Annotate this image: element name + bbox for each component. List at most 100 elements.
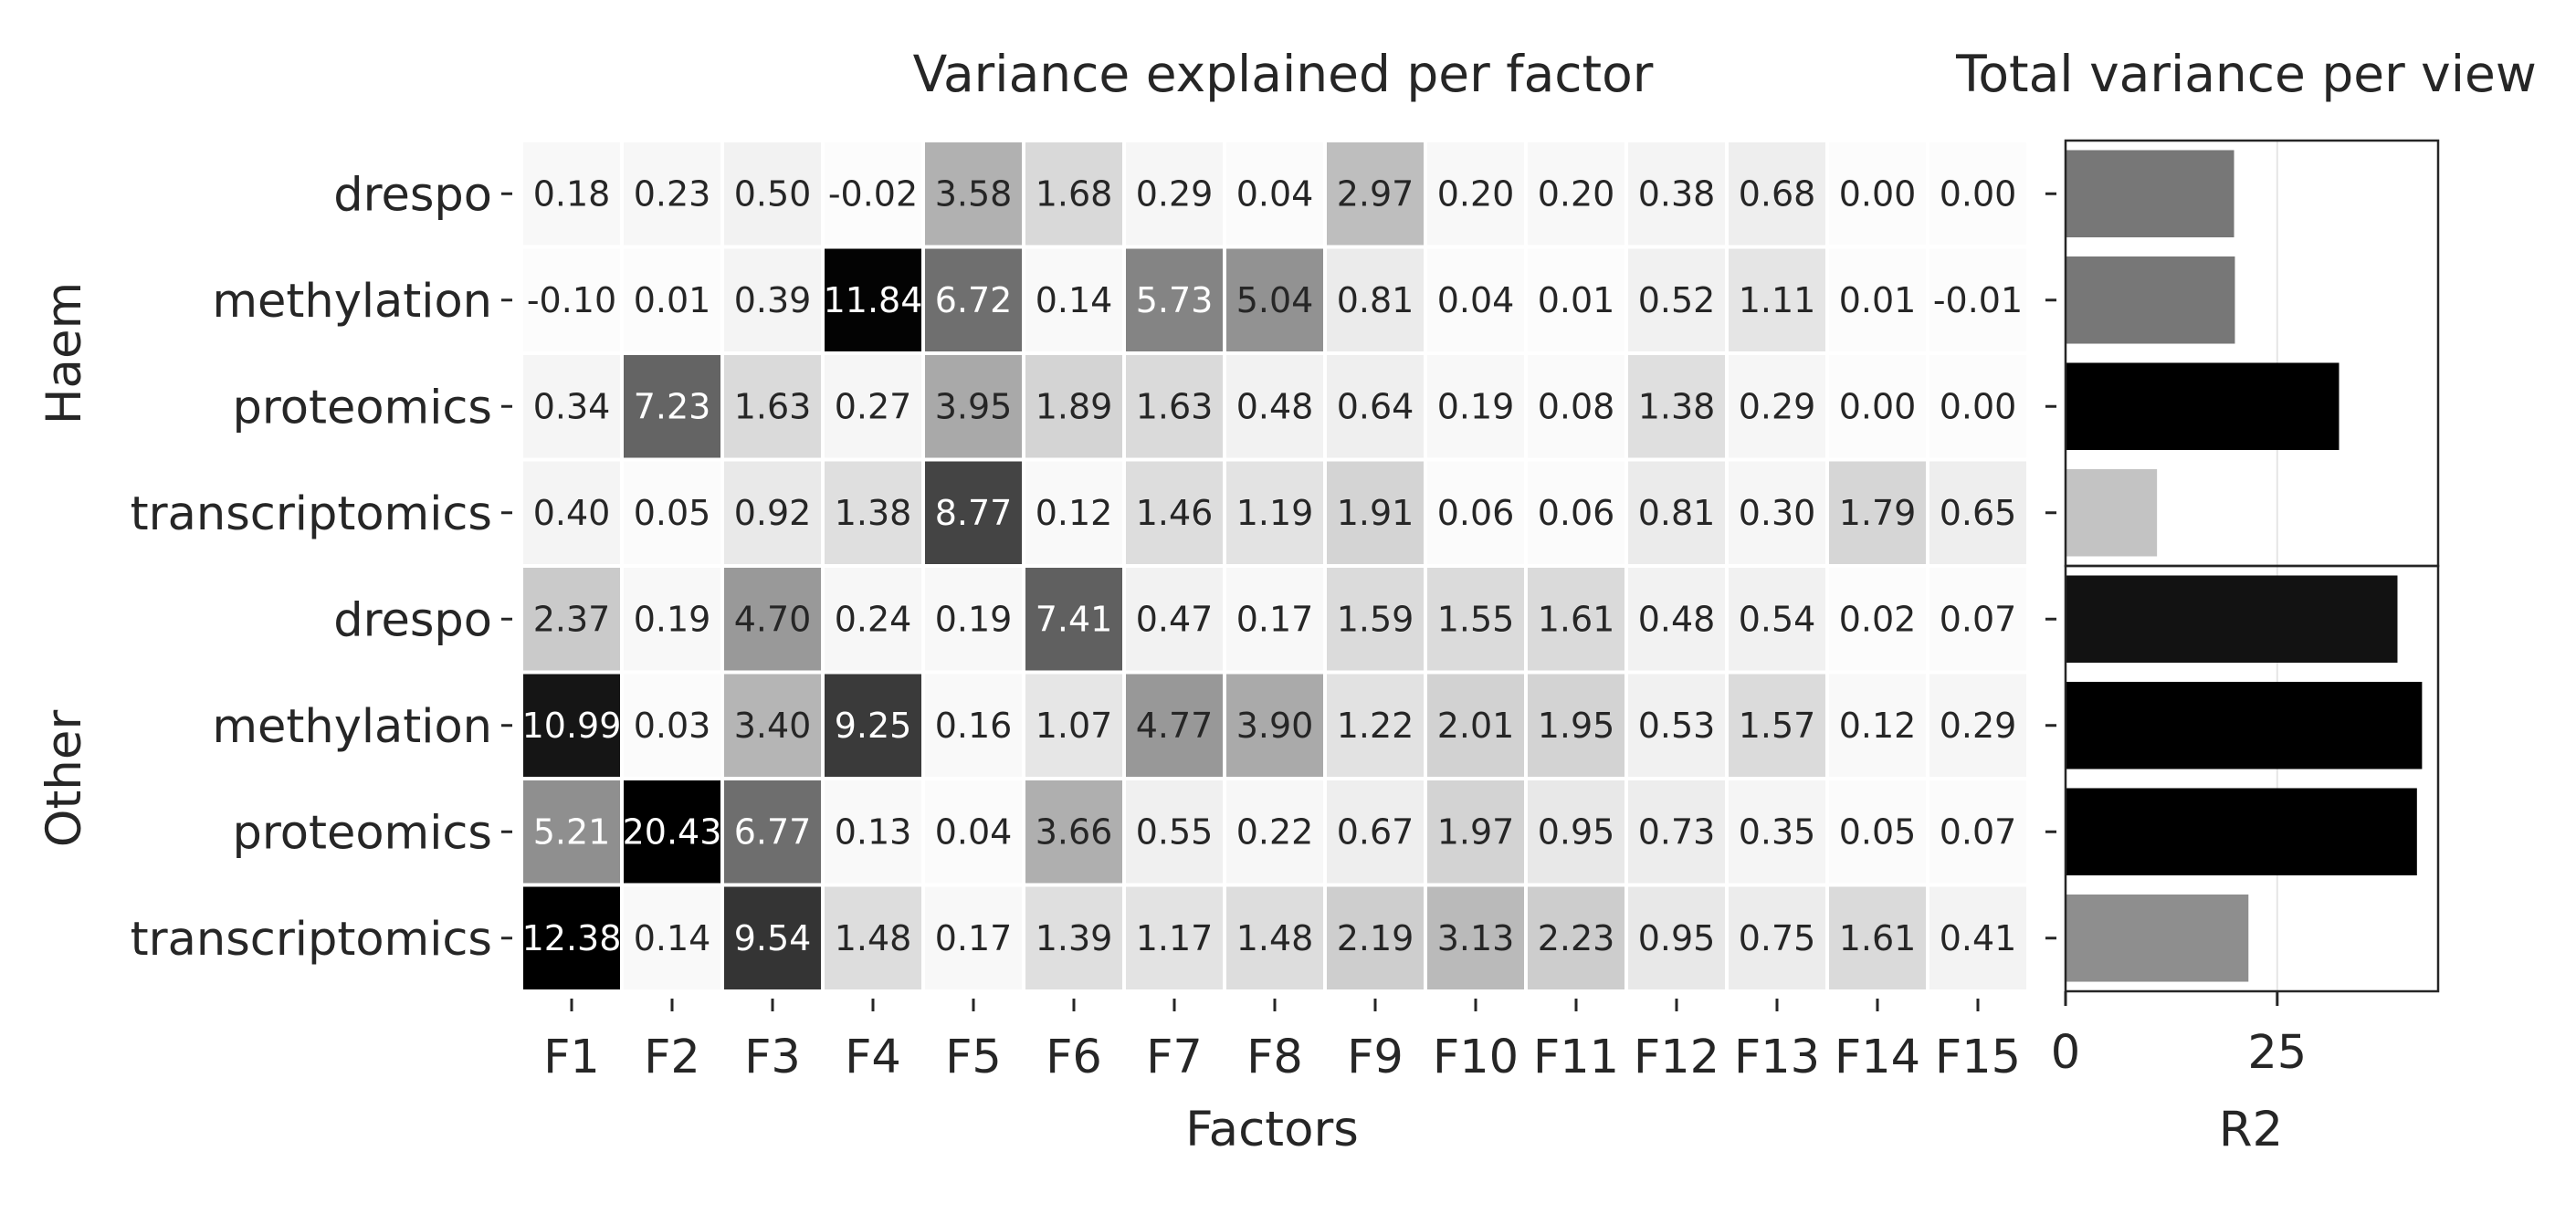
heatmap-cell xyxy=(921,457,1025,568)
heatmap-y-ticks: drespo methylation proteomics transcriptomi… xyxy=(131,168,512,967)
heatmap-cell-label: 0.54 xyxy=(1739,599,1816,639)
heatmap-cell-label: 0.52 xyxy=(1638,280,1716,320)
heatmap-cell-label: 0.14 xyxy=(634,918,711,958)
x-tick-label: F13 xyxy=(1734,1031,1820,1084)
heatmap-cell xyxy=(1624,139,1729,249)
heatmap-cell-label: 0.00 xyxy=(1940,386,2017,426)
y-tick-label: proteomics xyxy=(233,806,492,860)
heatmap-cell-label: 0.00 xyxy=(1940,173,2017,214)
heatmap-cell xyxy=(1926,457,2030,568)
heatmap-cell-label: 0.19 xyxy=(935,599,1013,639)
heatmap-cell-label: 5.73 xyxy=(1136,280,1214,320)
heatmap-cell xyxy=(821,670,925,780)
heatmap-cell-label: 3.90 xyxy=(1236,706,1314,746)
heatmap-cell-label: 0.39 xyxy=(734,280,812,320)
heatmap-cell-label: 1.38 xyxy=(1638,386,1716,426)
y-tick-label: transcriptomics xyxy=(131,913,492,967)
heatmap-cell-label: 4.77 xyxy=(1136,706,1214,746)
heatmap-cell-label: 10.99 xyxy=(522,706,622,746)
heatmap-cell-label: 0.29 xyxy=(1136,173,1214,214)
heatmap-cell-label: 0.50 xyxy=(734,173,812,214)
heatmap-cell-label: 1.39 xyxy=(1036,918,1113,958)
heatmap-cell xyxy=(1725,457,1829,568)
heatmap-cell xyxy=(620,777,724,887)
heatmap-cell xyxy=(921,883,1025,993)
heatmap-cell xyxy=(1725,777,1829,887)
heatmap-cell-label: 0.38 xyxy=(1638,173,1716,214)
heatmap-cell xyxy=(1524,777,1628,887)
y-tick-label: transcriptomics xyxy=(131,487,492,541)
heatmap-cell-label: 7.41 xyxy=(1036,599,1113,639)
heatmap-cell-label: 1.17 xyxy=(1136,918,1214,958)
heatmap-cell xyxy=(1926,351,2030,462)
heatmap-cell-label: 0.64 xyxy=(1337,386,1414,426)
heatmap-cell-label: 1.55 xyxy=(1437,599,1515,639)
x-tick-label: F7 xyxy=(1146,1031,1203,1084)
heatmap-cell xyxy=(1022,777,1126,887)
heatmap-cell-label: -0.01 xyxy=(1933,280,2023,320)
heatmap-cell-label: 6.72 xyxy=(935,280,1013,320)
heatmap-cell xyxy=(720,564,825,675)
heatmap-cell-label: 0.67 xyxy=(1337,811,1414,852)
heatmap-cell-label: 0.55 xyxy=(1136,811,1214,852)
heatmap-cell xyxy=(1825,139,1929,249)
heatmap-cell-label: 0.30 xyxy=(1739,493,1816,533)
heatmap-cell xyxy=(1725,564,1829,675)
heatmap-cell-label: 12.38 xyxy=(522,918,622,958)
heatmap-cell xyxy=(921,564,1025,675)
heatmap-cell-label: 0.17 xyxy=(935,918,1013,958)
x-tick-label: F12 xyxy=(1634,1031,1719,1084)
heatmap-cells: 0.18 0.23 0.50 -0.02 3.58 1.68 0.29 0.04 2.97 0.2… xyxy=(520,139,2030,993)
heatmap-cell xyxy=(720,883,825,993)
group-label: Other xyxy=(37,710,92,848)
heatmap-cell-label: 0.07 xyxy=(1940,811,2017,852)
heatmap-cell-label: 0.16 xyxy=(935,706,1013,746)
heatmap-cell-label: 0.00 xyxy=(1839,386,1917,426)
variance-bar xyxy=(2066,362,2339,451)
barchart-title: Total variance per view xyxy=(1955,45,2537,103)
bar-panel-frame-bottom xyxy=(2064,564,2440,993)
variance-bar xyxy=(2066,468,2158,557)
heatmap-cell-label: 9.54 xyxy=(734,918,812,958)
heatmap-cell-label: 0.07 xyxy=(1940,599,2017,639)
heatmap-cell-label: 0.06 xyxy=(1437,493,1515,533)
heatmap-title: Variance explained per factor xyxy=(913,45,1654,103)
heatmap-cell xyxy=(1424,139,1528,249)
y-tick-label: methylation xyxy=(212,700,492,754)
bar-panel: 0 25 xyxy=(2045,139,2440,1080)
heatmap-cell-label: 9.25 xyxy=(835,706,912,746)
heatmap-cell-label: 0.95 xyxy=(1538,811,1615,852)
heatmap-cell xyxy=(1926,883,2030,993)
heatmap-cell xyxy=(1223,139,1327,249)
heatmap-cell xyxy=(520,245,624,355)
heatmap-cell-label: 0.06 xyxy=(1538,493,1615,533)
heatmap-cell-label: 0.92 xyxy=(734,493,812,533)
heatmap-cell xyxy=(1323,457,1427,568)
heatmap-cell-label: 2.01 xyxy=(1437,706,1515,746)
heatmap-cell-label: 1.89 xyxy=(1036,386,1113,426)
heatmap-cell-label: 0.35 xyxy=(1739,811,1816,852)
heatmap-cell-label: 1.91 xyxy=(1337,493,1414,533)
heatmap-cell-label: -0.02 xyxy=(828,173,918,214)
heatmap-cell-label: 0.23 xyxy=(634,173,711,214)
heatmap-cell xyxy=(720,457,825,568)
heatmap-cell xyxy=(1323,351,1427,462)
heatmap-cell xyxy=(520,139,624,249)
heatmap-cell-label: 0.20 xyxy=(1538,173,1615,214)
heatmap-cell xyxy=(620,139,724,249)
heatmap-cell xyxy=(1424,670,1528,780)
y-tick-label: methylation xyxy=(212,275,492,329)
heatmap-cell xyxy=(821,883,925,993)
heatmap-cell xyxy=(1223,564,1327,675)
heatmap-cell xyxy=(1022,245,1126,355)
heatmap-cell-label: 5.21 xyxy=(533,811,611,852)
heatmap-cell-label: 0.20 xyxy=(1437,173,1515,214)
heatmap-cell-label: 3.40 xyxy=(734,706,812,746)
heatmap-cell-label: 0.05 xyxy=(634,493,711,533)
x-tick-label: F6 xyxy=(1046,1031,1102,1084)
heatmap-cell-label: 0.65 xyxy=(1940,493,2017,533)
heatmap-cell-label: 1.22 xyxy=(1337,706,1414,746)
heatmap-cell-label: 1.97 xyxy=(1437,811,1515,852)
y-tick-label: drespo xyxy=(333,168,492,222)
